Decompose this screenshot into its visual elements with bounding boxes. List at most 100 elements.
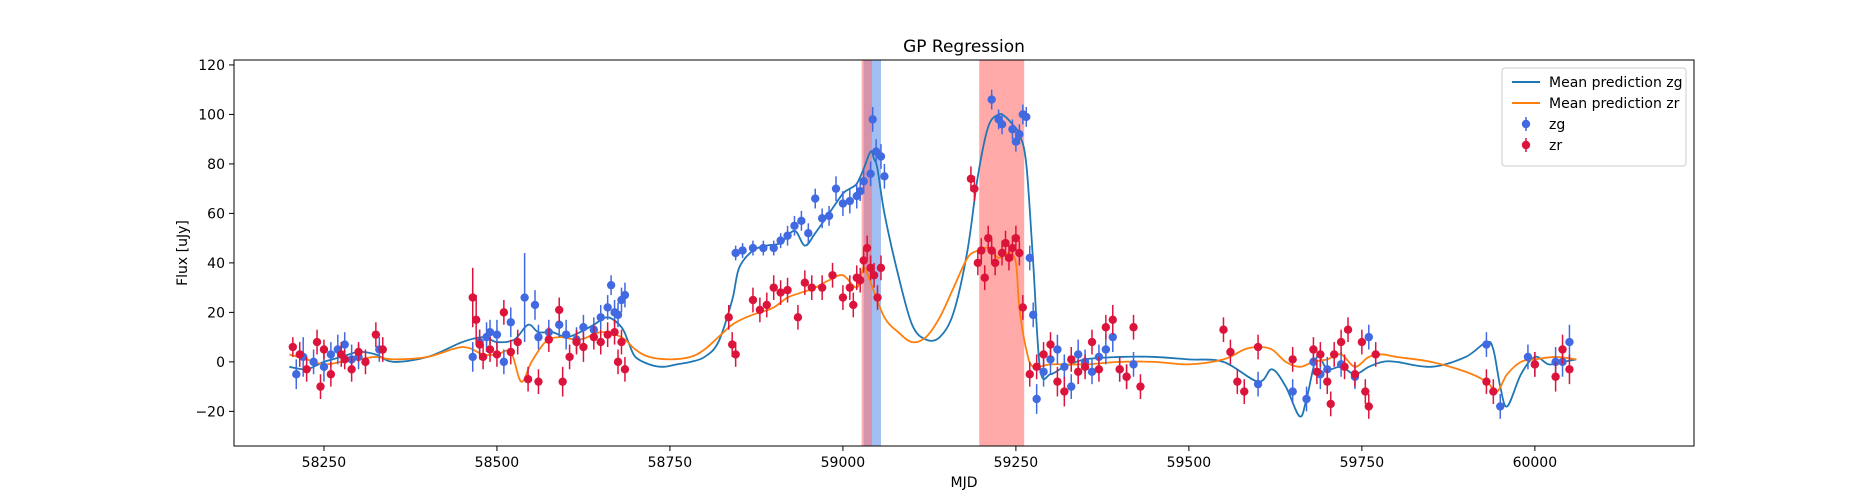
marker-zg — [859, 177, 868, 186]
point-zr-42 — [755, 297, 765, 323]
point-zr-11 — [361, 349, 370, 375]
point-zg-45 — [824, 205, 834, 226]
point-zg-0 — [292, 359, 301, 390]
marker-zr — [340, 355, 349, 364]
point-zr-75 — [1011, 225, 1021, 251]
point-zg-51 — [859, 168, 868, 194]
point-zr-53 — [845, 275, 855, 301]
point-zg-43 — [811, 188, 820, 209]
point-zg-39 — [783, 225, 792, 246]
marker-zg — [530, 300, 540, 310]
marker-zg — [738, 246, 747, 255]
marker-zr — [800, 278, 810, 287]
point-zr-33 — [603, 322, 612, 348]
point-zg-15 — [499, 349, 509, 375]
marker-zg — [1032, 394, 1041, 404]
point-zr-38 — [724, 304, 733, 330]
point-zr-99 — [1253, 334, 1263, 360]
point-zg-66 — [1028, 302, 1038, 328]
point-zr-100 — [1288, 347, 1297, 372]
marker-zg — [520, 293, 529, 302]
point-zr-106 — [1329, 342, 1339, 367]
point-zr-47 — [793, 304, 803, 330]
point-zr-113 — [1364, 394, 1373, 419]
point-zr-43 — [762, 292, 771, 318]
point-zr-87 — [1087, 329, 1097, 355]
marker-zr — [579, 342, 588, 352]
point-zr-84 — [1067, 347, 1076, 372]
marker-zg — [790, 221, 799, 230]
x-tick-label: 59000 — [821, 455, 866, 471]
point-zr-8 — [340, 349, 349, 370]
point-zg-42 — [804, 223, 813, 244]
point-zg-16 — [506, 307, 515, 338]
point-zr-23 — [523, 366, 533, 392]
marker-zg — [1011, 137, 1021, 146]
marker-zr — [866, 263, 875, 273]
marker-zg — [603, 303, 612, 312]
point-zr-65 — [973, 250, 983, 276]
marker-zg — [783, 231, 792, 240]
point-zg-41 — [797, 210, 806, 231]
point-zr-62 — [876, 255, 886, 281]
y-tick-label: 60 — [207, 206, 225, 222]
marker-zg — [309, 357, 318, 367]
point-zr-105 — [1326, 391, 1335, 417]
point-zr-20 — [499, 300, 509, 325]
legend-label: zg — [1549, 117, 1565, 133]
y-tick-label: 80 — [207, 157, 225, 173]
point-zr-2 — [302, 356, 311, 382]
point-zr-54 — [849, 292, 858, 318]
point-zg-67 — [1032, 384, 1041, 414]
marker-zr — [1018, 303, 1028, 312]
point-zr-91 — [1115, 356, 1124, 382]
marker-zr — [1326, 399, 1335, 409]
marker-zg — [1008, 125, 1017, 134]
marker-zr — [1361, 387, 1370, 396]
marker-zr — [807, 283, 816, 292]
marker-zg — [596, 313, 605, 322]
marker-zr — [731, 350, 740, 359]
point-zr-96 — [1226, 339, 1235, 365]
marker-zg — [613, 310, 623, 320]
marker-zr — [1309, 345, 1318, 354]
point-zr-95 — [1219, 317, 1228, 343]
marker-zr — [1551, 372, 1560, 381]
marker-zg — [561, 330, 571, 339]
point-zg-36 — [759, 240, 768, 256]
point-zr-58 — [862, 235, 872, 261]
data-points — [288, 89, 1574, 419]
legend-label: Mean prediction zg — [1549, 75, 1683, 91]
point-zr-111 — [1357, 329, 1367, 355]
marker-zr — [1565, 365, 1574, 374]
marker-zr — [1312, 367, 1322, 376]
chart-title: GP Regression — [903, 37, 1025, 57]
point-zg-72 — [1067, 374, 1076, 399]
marker-zr — [977, 246, 986, 255]
point-zg-55 — [876, 144, 886, 169]
point-zr-25 — [544, 327, 554, 352]
marker-zr — [1001, 238, 1010, 248]
marker-zr — [1357, 337, 1367, 347]
point-zr-78 — [1025, 361, 1034, 387]
point-zr-72 — [1001, 230, 1010, 256]
point-zr-5 — [319, 339, 329, 360]
marker-zg — [831, 184, 841, 193]
marker-zr — [617, 337, 626, 347]
marker-zg — [987, 95, 996, 104]
marker-zr — [316, 382, 325, 391]
point-zr-0 — [288, 337, 298, 357]
point-zg-82 — [1253, 371, 1263, 397]
point-zr-6 — [326, 361, 336, 387]
point-zg-37 — [769, 240, 778, 256]
point-zr-1 — [295, 342, 304, 367]
point-zr-34 — [610, 319, 619, 345]
marker-zr — [1039, 350, 1048, 359]
legend-swatch-marker — [1521, 140, 1531, 150]
marker-zr — [873, 293, 882, 302]
marker-zr — [1350, 370, 1360, 379]
marker-zg — [1025, 253, 1034, 263]
marker-zg — [1073, 350, 1083, 359]
marker-zr — [769, 283, 778, 292]
marker-zr — [1329, 350, 1339, 359]
